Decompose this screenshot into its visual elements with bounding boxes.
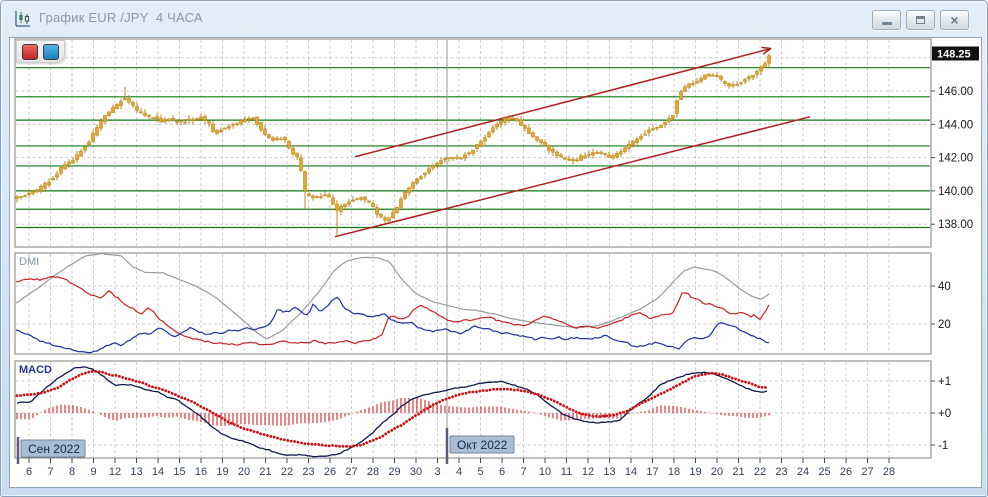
time-axis: 6 7 8 9 12 13 14 15 16 19 20 21 22 23 26 27 28 29 30 3 4 5 6 7 1… bbox=[26, 458, 895, 478]
titlebar[interactable]: График EUR /JPY 4 ЧАСА × bbox=[1, 1, 987, 37]
svg-text:8: 8 bbox=[69, 466, 75, 478]
svg-text:7: 7 bbox=[520, 466, 526, 478]
candlestick-chart-icon bbox=[13, 9, 33, 29]
red-marker-button[interactable] bbox=[22, 44, 38, 60]
svg-text:140.00: 140.00 bbox=[938, 186, 973, 198]
svg-text:148.25: 148.25 bbox=[937, 49, 971, 61]
svg-text:23: 23 bbox=[302, 466, 314, 478]
month-label-sep: Сен 2022 bbox=[20, 439, 86, 458]
restore-icon bbox=[916, 16, 925, 24]
svg-text:26: 26 bbox=[324, 466, 336, 478]
svg-text:12: 12 bbox=[582, 466, 594, 478]
svg-text:30: 30 bbox=[410, 466, 422, 478]
window-controls: × bbox=[872, 10, 969, 30]
svg-text:138.00: 138.00 bbox=[938, 219, 973, 231]
chart-toolbar bbox=[16, 40, 65, 63]
svg-text:4: 4 bbox=[456, 466, 462, 478]
svg-text:25: 25 bbox=[818, 466, 830, 478]
price-axis: 146.00 144.00 142.00 140.00 138.00 148.25 40 20… bbox=[931, 46, 979, 452]
svg-text:144.00: 144.00 bbox=[938, 119, 973, 131]
svg-text:16: 16 bbox=[195, 466, 207, 478]
close-button[interactable]: × bbox=[940, 10, 969, 30]
blue-marker-button[interactable] bbox=[43, 44, 59, 60]
support-resistance-levels bbox=[16, 67, 930, 229]
svg-text:7: 7 bbox=[47, 466, 53, 478]
svg-text:12: 12 bbox=[109, 466, 121, 478]
svg-text:5: 5 bbox=[477, 466, 483, 478]
svg-text:6: 6 bbox=[26, 466, 32, 478]
svg-text:9: 9 bbox=[90, 466, 96, 478]
svg-text:20: 20 bbox=[238, 466, 250, 478]
restore-button[interactable] bbox=[906, 10, 935, 30]
svg-text:21: 21 bbox=[259, 466, 271, 478]
minimize-button[interactable] bbox=[872, 10, 901, 30]
macd-signal-line bbox=[15, 369, 769, 449]
dmi-panel[interactable] bbox=[14, 252, 932, 355]
svg-text:19: 19 bbox=[216, 466, 228, 478]
svg-text:3: 3 bbox=[434, 466, 440, 478]
svg-text:Окт 2022: Окт 2022 bbox=[457, 438, 508, 452]
chart-client-area: DMI MACD Сен 2022 Окт 2022 146.00 144.00 142.0… bbox=[9, 37, 982, 488]
svg-text:29: 29 bbox=[388, 466, 400, 478]
svg-text:6: 6 bbox=[499, 466, 505, 478]
svg-text:14: 14 bbox=[152, 466, 164, 478]
month-separators bbox=[16, 428, 449, 464]
svg-text:17: 17 bbox=[646, 466, 658, 478]
svg-text:18: 18 bbox=[668, 466, 680, 478]
svg-text:23: 23 bbox=[775, 466, 787, 478]
dmi-plus-di-line bbox=[16, 275, 770, 346]
svg-text:20: 20 bbox=[711, 466, 723, 478]
svg-text:28: 28 bbox=[367, 466, 379, 478]
svg-text:22: 22 bbox=[281, 466, 293, 478]
svg-text:24: 24 bbox=[797, 466, 809, 478]
svg-text:Сен 2022: Сен 2022 bbox=[28, 442, 80, 456]
svg-text:14: 14 bbox=[625, 466, 637, 478]
svg-text:11: 11 bbox=[561, 466, 572, 478]
svg-text:+1: +1 bbox=[938, 376, 951, 388]
svg-text:27: 27 bbox=[861, 466, 873, 478]
dmi-minus-di-line bbox=[15, 296, 770, 354]
svg-text:13: 13 bbox=[130, 466, 142, 478]
svg-text:142.00: 142.00 bbox=[938, 153, 973, 165]
dmi-adx-line bbox=[15, 252, 770, 340]
minimize-icon bbox=[881, 21, 892, 25]
trend-channel-lines bbox=[334, 46, 811, 238]
svg-text:22: 22 bbox=[754, 466, 766, 478]
chart-canvas[interactable]: DMI MACD Сен 2022 Окт 2022 146.00 144.00 142.0… bbox=[10, 38, 981, 487]
svg-text:MACD: MACD bbox=[19, 364, 52, 376]
svg-text:28: 28 bbox=[883, 466, 895, 478]
svg-text:146.00: 146.00 bbox=[938, 86, 973, 98]
svg-text:26: 26 bbox=[840, 466, 852, 478]
svg-text:-1: -1 bbox=[938, 440, 948, 452]
svg-text:20: 20 bbox=[938, 319, 951, 331]
svg-text:21: 21 bbox=[732, 466, 744, 478]
svg-text:27: 27 bbox=[345, 466, 357, 478]
svg-text:+0: +0 bbox=[938, 408, 951, 420]
svg-text:40: 40 bbox=[938, 281, 951, 293]
current-price-marker bbox=[932, 46, 979, 61]
candlestick-series bbox=[15, 53, 771, 236]
close-icon: × bbox=[950, 11, 959, 28]
svg-text:10: 10 bbox=[539, 466, 551, 478]
month-label-oct: Окт 2022 bbox=[449, 435, 515, 454]
svg-text:19: 19 bbox=[689, 466, 701, 478]
svg-text:DMI: DMI bbox=[19, 256, 39, 268]
svg-text:15: 15 bbox=[173, 466, 185, 478]
main-price-panel[interactable] bbox=[14, 38, 932, 248]
svg-text:13: 13 bbox=[603, 466, 615, 478]
window-title: График EUR /JPY 4 ЧАСА bbox=[39, 10, 203, 25]
